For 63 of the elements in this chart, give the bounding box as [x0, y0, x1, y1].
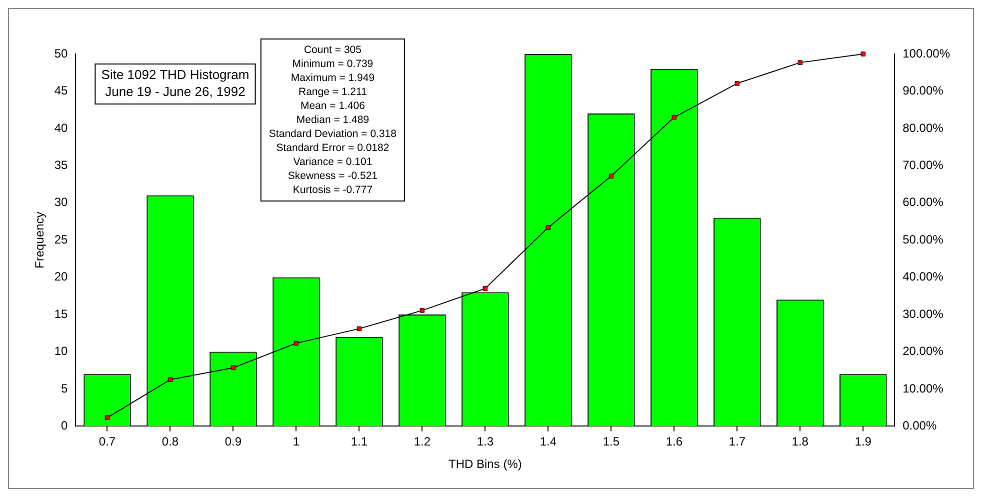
- point: [860, 52, 866, 56]
- y-tick-label: 20: [54, 270, 68, 284]
- point: [734, 81, 740, 86]
- y-tick-label: 10: [54, 344, 68, 358]
- x-tick-label: 1.6: [666, 434, 683, 449]
- y-tick-label: 25: [54, 232, 68, 246]
- y2-tick-label: 10.00%: [902, 381, 944, 396]
- y-tick-label: 45: [54, 84, 68, 98]
- y-axis-title: Frequency: [32, 212, 47, 268]
- annotation: Count = 305: [304, 44, 362, 56]
- annotation: Skewness = -0.521: [288, 170, 378, 182]
- x-tick-label: 1.2: [414, 434, 431, 449]
- x-tick-label: 1: [292, 434, 300, 449]
- x-axis-title: THD Bins (%): [448, 457, 522, 472]
- annotation: Standard Error = 0.0182: [276, 142, 390, 154]
- y-tick-label: 15: [54, 306, 68, 321]
- y-tick-label: 50: [54, 46, 68, 60]
- point: [798, 60, 803, 65]
- annotation: Range = 1.211: [298, 86, 368, 98]
- y2-tick-label: 40.00%: [902, 270, 944, 284]
- annotation: Standard Deviation = 0.318: [268, 128, 397, 140]
- annotation: Maximum = 1.949: [290, 72, 375, 84]
- point: [482, 286, 488, 291]
- point: [104, 415, 110, 420]
- y2-tick-label: 90.00%: [902, 84, 944, 98]
- y2-tick-label: 30.00%: [902, 306, 944, 321]
- x-tick-label: 1.7: [728, 434, 746, 449]
- y-tick-label: 0: [61, 418, 68, 433]
- y-tick-label: 40: [54, 120, 68, 135]
- x-tick-label: 1.8: [792, 434, 809, 449]
- y-tick-label: 30: [54, 195, 68, 210]
- x-tick-label: 0.8: [162, 434, 179, 449]
- point: [546, 225, 551, 230]
- x-tick-label: 1.4: [540, 434, 557, 449]
- x-tick-label: 0.7: [98, 434, 116, 449]
- x-tick-label: 1.9: [854, 434, 872, 449]
- y2-tick-label: 100.00%: [902, 46, 950, 60]
- y2-tick-label: 60.00%: [902, 195, 944, 210]
- y2-tick-label: 0.00%: [902, 418, 937, 433]
- annotation: Mean = 1.406: [300, 100, 366, 112]
- y2-tick-label: 50.00%: [902, 232, 944, 246]
- point: [420, 308, 425, 313]
- point: [356, 326, 362, 332]
- x-tick-label: 0.9: [224, 434, 242, 449]
- y-tick-label: 35: [54, 158, 68, 172]
- point: [608, 174, 614, 178]
- text: Site 1092 THD Histogram: [101, 67, 250, 82]
- annotation: Variance = 0.101: [293, 156, 372, 168]
- text: June 19 - June 26, 1992: [105, 84, 246, 100]
- y-tick-label: 5: [61, 381, 68, 396]
- x-tick-label: 1.5: [602, 434, 620, 449]
- y2-tick-label: 20.00%: [902, 344, 944, 358]
- y2-tick-label: 80.00%: [902, 120, 944, 135]
- x-tick-label: 1.1: [350, 434, 368, 449]
- point: [294, 340, 299, 346]
- point: [230, 365, 236, 370]
- y2-tick-label: 70.00%: [902, 158, 944, 172]
- annotation: Median = 1.489: [296, 114, 370, 126]
- point: [168, 377, 173, 382]
- x-tick-label: 1.3: [476, 434, 494, 449]
- annotation: Kurtosis = -0.777: [292, 184, 373, 196]
- point: [672, 114, 677, 120]
- annotation: Minimum = 0.739: [292, 58, 374, 70]
